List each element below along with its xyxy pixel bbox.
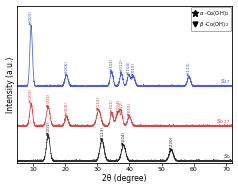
- Text: ★(101): ★(101): [110, 57, 114, 72]
- Text: ▼(015): ▼(015): [131, 62, 135, 76]
- Text: ★(101): ★(101): [110, 98, 114, 113]
- Text: ★(003): ★(003): [29, 89, 33, 104]
- Text: ▼(024): ▼(024): [116, 99, 120, 113]
- Text: ▼(101): ▼(101): [46, 121, 50, 135]
- Text: S$_{0.2T}$: S$_{0.2T}$: [216, 117, 231, 126]
- Legend: $\alpha$ -Co(OH)$_2$, $\beta$ -Co(OH)$_2$: $\alpha$ -Co(OH)$_2$, $\beta$ -Co(OH)$_2…: [191, 7, 231, 31]
- Text: ★(006): ★(006): [64, 101, 69, 116]
- Text: ★(012): ★(012): [119, 100, 123, 115]
- Text: ★(104): ★(104): [127, 60, 131, 75]
- Text: ▼(220): ▼(220): [169, 135, 173, 150]
- Text: ▼(024): ▼(024): [122, 131, 126, 145]
- Text: ★(012): ★(012): [119, 58, 123, 73]
- Text: S$_{2T}$: S$_{2T}$: [220, 77, 231, 86]
- Text: ▼(113): ▼(113): [97, 96, 101, 110]
- Text: ▼(101): ▼(101): [46, 93, 50, 107]
- Text: ★(113): ★(113): [187, 62, 191, 76]
- X-axis label: 2θ (degree): 2θ (degree): [102, 174, 147, 184]
- Text: S$_0$: S$_0$: [223, 152, 231, 161]
- Text: ▼(113): ▼(113): [100, 126, 104, 140]
- Text: ★(003): ★(003): [29, 11, 33, 26]
- Text: ▼(015): ▼(015): [127, 102, 131, 116]
- Text: ★(006): ★(006): [64, 60, 69, 75]
- Y-axis label: Intensity (a.u.): Intensity (a.u.): [5, 56, 15, 113]
